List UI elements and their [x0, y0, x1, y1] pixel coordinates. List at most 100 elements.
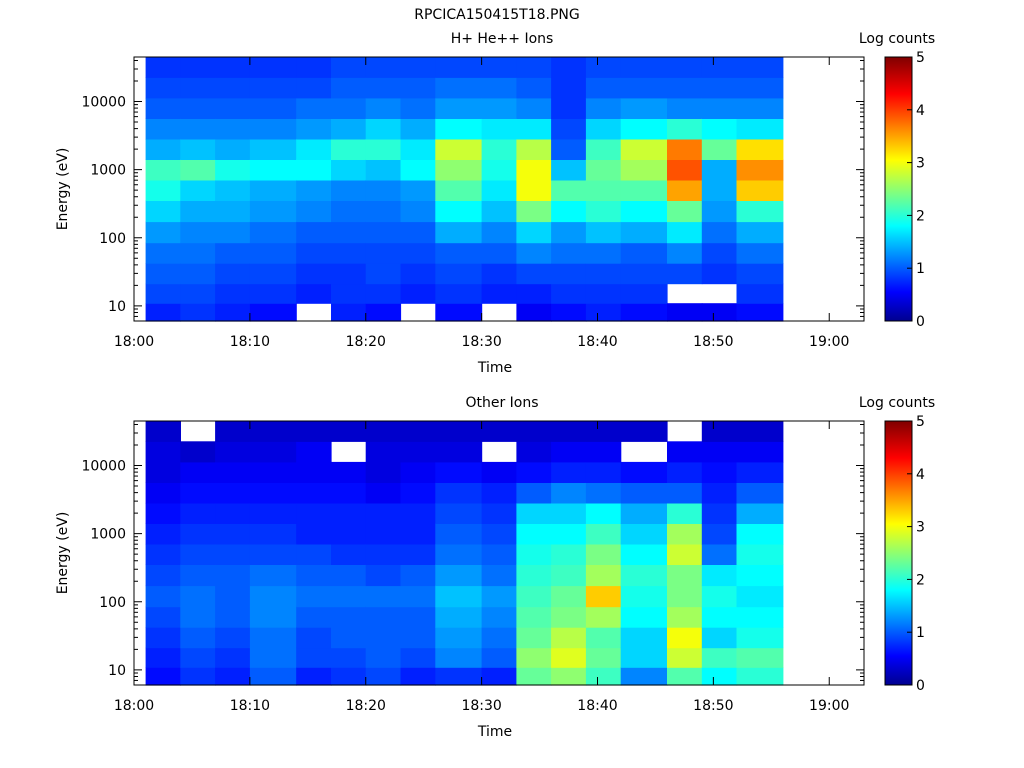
heatmap-cell	[667, 263, 703, 285]
heatmap-cell	[481, 461, 517, 483]
heatmap-cell	[215, 606, 251, 628]
heatmap-cell	[620, 543, 668, 565]
heatmap-cell	[215, 421, 251, 442]
heatmap-cell	[365, 543, 402, 565]
heatmap-cell	[365, 461, 402, 483]
heatmap-cell	[620, 461, 668, 483]
heatmap-cell	[620, 502, 668, 524]
heatmap-cell	[296, 242, 332, 264]
heatmap-cell	[435, 303, 483, 322]
heatmap-cell	[249, 57, 297, 78]
colorbar-tick-label: 0	[916, 678, 925, 694]
heatmap-cell	[481, 482, 517, 504]
heatmap-cell	[365, 585, 402, 608]
heatmap-cell	[736, 421, 784, 442]
heatmap-cell	[365, 221, 402, 244]
heatmap-cell	[481, 283, 517, 304]
heatmap-cell	[145, 77, 181, 99]
heatmap-cell	[296, 523, 332, 545]
heatmap-cell	[249, 283, 297, 304]
heatmap-cell	[215, 482, 251, 504]
heatmap-cell	[585, 138, 622, 160]
heatmap-cell	[585, 179, 622, 201]
heatmap-cell	[365, 159, 402, 181]
heatmap-cell	[145, 667, 181, 686]
heatmap-cell	[701, 242, 738, 264]
heatmap-cell	[435, 57, 483, 78]
x-tick-label: 18:00	[114, 334, 154, 350]
heatmap-cell	[249, 138, 297, 160]
panel-h-he-ions: 18:00 18:10 18:20 18:30 18:40 18:50 19:0010100…	[55, 31, 935, 376]
heatmap-cell	[435, 138, 483, 160]
heatmap-cell	[667, 179, 703, 201]
heatmap-cell	[215, 118, 251, 140]
heatmap-cell	[516, 441, 552, 463]
heatmap-cell	[365, 421, 402, 442]
heatmap-cell	[249, 221, 297, 244]
heatmap-cell	[145, 606, 181, 628]
colorbar	[884, 420, 913, 686]
heatmap-cell	[145, 647, 181, 668]
heatmap-cell	[585, 200, 622, 223]
plot-frame	[133, 56, 865, 322]
heatmap-cell	[736, 179, 784, 201]
heatmap-cell	[516, 627, 552, 649]
x-tick-label: 19:00	[809, 334, 849, 350]
x-tick-label: 18:30	[461, 334, 501, 350]
heatmap-cell	[516, 461, 552, 483]
heatmap-cell	[516, 585, 552, 608]
heatmap-cell	[701, 627, 738, 649]
heatmap-cell	[249, 441, 297, 463]
heatmap-cell	[481, 138, 517, 160]
heatmap-cell	[435, 461, 483, 483]
heatmap-cell	[296, 118, 332, 140]
heatmap-cell	[667, 627, 703, 649]
heatmap-cell	[701, 564, 738, 587]
heatmap-cell	[620, 303, 668, 322]
heatmap-cell	[585, 57, 622, 78]
heatmap-cell	[481, 179, 517, 201]
heatmap-cell	[736, 606, 784, 628]
heatmap-cell	[736, 667, 784, 686]
heatmap-cell	[249, 564, 297, 587]
heatmap-cell	[331, 221, 367, 244]
heatmap-cell	[365, 606, 402, 628]
heatmap-cell	[701, 77, 738, 99]
heatmap-cell	[145, 543, 181, 565]
heatmap-cell	[551, 585, 587, 608]
y-axis-label: Energy (eV)	[55, 148, 71, 231]
heatmap-cell	[667, 647, 703, 668]
heatmap-cell	[145, 159, 181, 181]
heatmap-cell	[215, 627, 251, 649]
heatmap-cell	[215, 667, 251, 686]
colorbar-tick-label: 1	[916, 625, 925, 641]
heatmap-cell	[701, 200, 738, 223]
colorbar-tick-label: 4	[916, 467, 925, 483]
heatmap-cell	[180, 627, 216, 649]
heatmap-cell	[516, 482, 552, 504]
heatmap-cell	[400, 200, 436, 223]
heatmap-cell	[180, 283, 216, 304]
heatmap-cell	[249, 421, 297, 442]
heatmap-cell	[180, 482, 216, 504]
heatmap-cell	[365, 482, 402, 504]
heatmap-cell	[736, 118, 784, 140]
heatmap-cell	[249, 97, 297, 119]
heatmap-cell	[296, 606, 332, 628]
heatmap-cell	[516, 200, 552, 223]
heatmap-cell	[551, 303, 587, 322]
heatmap-cell	[365, 303, 402, 322]
heatmap-cell	[435, 441, 483, 463]
heatmap-cell	[365, 138, 402, 160]
heatmap-cell	[249, 667, 297, 686]
heatmap-cell	[400, 221, 436, 244]
heatmap-cell	[400, 421, 436, 442]
heatmap-cell	[180, 564, 216, 587]
heatmap-cell	[215, 138, 251, 160]
heatmap-cell	[180, 303, 216, 322]
y-tick-label: 100	[99, 231, 126, 247]
heatmap-cell	[620, 523, 668, 545]
heatmap-cell	[701, 502, 738, 524]
heatmap-cell	[215, 585, 251, 608]
heatmap-cell	[400, 564, 436, 587]
